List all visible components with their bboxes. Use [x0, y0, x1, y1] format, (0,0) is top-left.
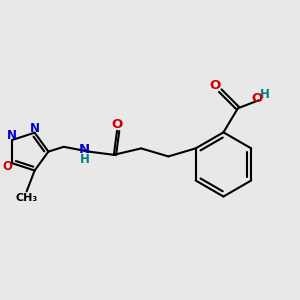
Text: N: N	[79, 142, 90, 155]
Text: CH₃: CH₃	[16, 194, 38, 203]
Text: O: O	[3, 160, 13, 173]
Text: O: O	[209, 79, 220, 92]
Text: O: O	[251, 92, 263, 105]
Text: H: H	[80, 153, 90, 166]
Text: N: N	[30, 122, 40, 135]
Text: N: N	[7, 129, 17, 142]
Text: H: H	[260, 88, 270, 101]
Text: O: O	[111, 118, 123, 131]
